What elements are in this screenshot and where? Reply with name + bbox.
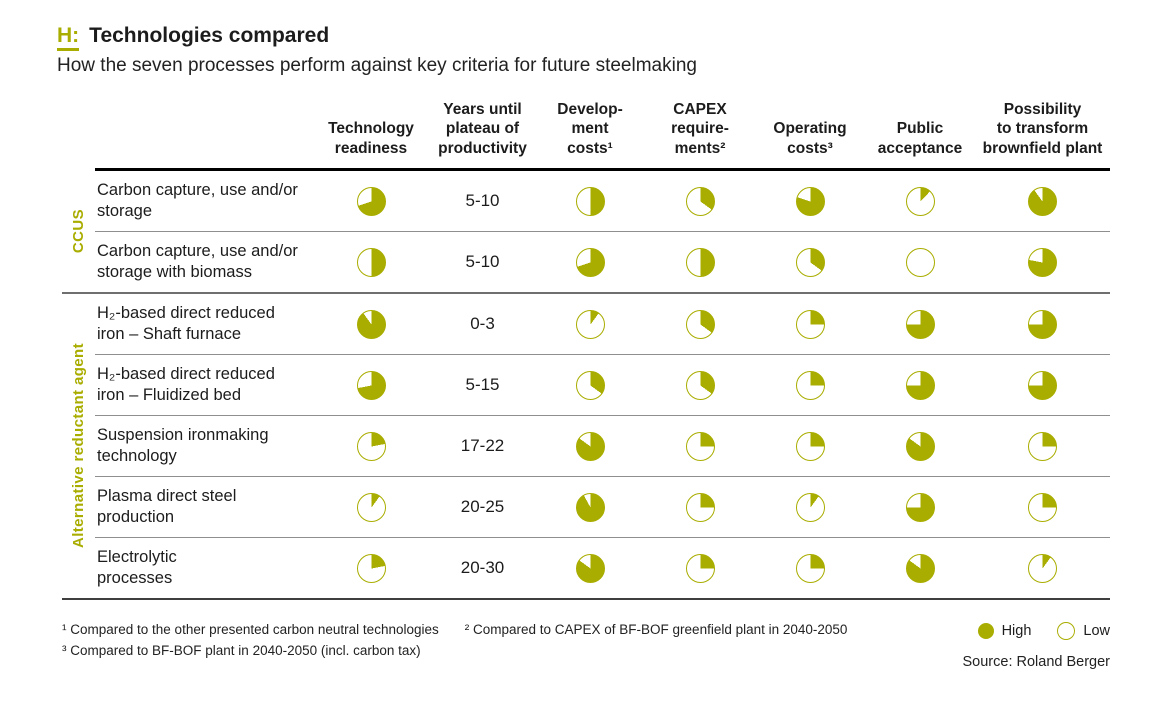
process-name: H₂-based direct reduced iron – Fluidized…	[97, 365, 275, 404]
rating-pie-dev	[575, 309, 605, 339]
years-until-plateau-value: 17-22	[460, 436, 505, 455]
rating-pie-public	[905, 553, 935, 583]
years-until-plateau-value: 0-3	[470, 314, 495, 333]
process-name: Carbon capture, use and/or storage	[97, 181, 298, 220]
rating-pie-operating	[795, 370, 825, 400]
rating-pie-capex	[685, 370, 715, 400]
rating-pie-possibility	[1028, 247, 1057, 277]
process-name: Carbon capture, use and/or storage with …	[97, 242, 298, 281]
figure-footer: ¹ Compared to the other presented carbon…	[62, 622, 1110, 670]
column-header-brownfield-transform: Possibility to transform brownfield plan…	[982, 100, 1103, 158]
high-rating-dot-icon	[977, 623, 994, 639]
table-row: Electrolytic processes 20-30	[95, 537, 1110, 598]
rating-pie-capex	[685, 186, 715, 216]
rating-pie-dev	[575, 553, 605, 583]
title-block: H: Technologies compared How the seven pr…	[0, 0, 1168, 77]
rating-pie-operating	[795, 309, 825, 339]
footnote-1: ¹ Compared to the other presented carbon…	[62, 622, 439, 637]
rating-pie-capex	[685, 247, 715, 277]
years-until-plateau-value: 20-25	[460, 497, 505, 516]
rating-pie-tech	[356, 492, 386, 522]
table-row: Plasma direct steel production 20-25	[95, 476, 1110, 537]
rating-pie-tech	[356, 431, 386, 461]
column-header-public-acceptance: Public acceptance	[877, 120, 963, 158]
rating-pie-dev	[575, 431, 605, 461]
rating-pie-capex	[685, 309, 715, 339]
group-label: Alternative reductant agent	[62, 294, 95, 598]
footnotes-block: ¹ Compared to the other presented carbon…	[62, 622, 847, 664]
column-header-operating-costs: Operating costs³	[773, 120, 847, 158]
rating-pie-operating	[795, 247, 825, 277]
rating-pie-public	[905, 247, 935, 277]
figure-tag: H:	[57, 24, 80, 51]
rating-pie-tech	[356, 247, 386, 277]
comparison-table: Technology readiness Years until plateau…	[62, 91, 1110, 600]
legend-block: High Low Source: Roland Berger	[962, 622, 1111, 670]
process-name: Plasma direct steel production	[97, 487, 237, 526]
rating-pie-capex	[685, 553, 715, 583]
figure-heading: Technologies compared	[89, 24, 330, 47]
page-title: H: Technologies compared	[57, 24, 1168, 51]
figure-subtitle: How the seven processes perform against …	[57, 55, 697, 76]
rating-pie-operating	[795, 431, 825, 461]
comparison-table-body: CCUS Carbon capture, use and/or storage 5-…	[62, 171, 1110, 600]
footnote-3: ³ Compared to BF-BOF plant in 2040-2050 …	[62, 643, 421, 658]
high-legend-label: High	[1001, 623, 1032, 639]
low-rating-dot-icon	[1057, 622, 1076, 640]
table-row: Suspension ironmaking technology 17-22	[95, 415, 1110, 476]
table-row: Carbon capture, use and/or storage 5-10	[95, 171, 1110, 231]
column-header-technology-readiness: Technology readiness	[328, 120, 414, 158]
rating-pie-capex	[685, 492, 715, 522]
years-until-plateau-value: 5-10	[465, 191, 500, 210]
table-row: H₂-based direct reduced iron – Fluidized…	[95, 354, 1110, 415]
years-until-plateau-value: 5-15	[465, 375, 500, 394]
rating-pie-possibility	[1028, 431, 1057, 461]
rating-pie-tech	[356, 186, 386, 216]
group-label: CCUS	[62, 171, 95, 292]
rating-legend: High Low	[963, 622, 1110, 640]
footnote-2: ² Compared to CAPEX of BF-BOF greenfield…	[464, 622, 848, 637]
years-until-plateau-value: 5-10	[465, 252, 500, 271]
rating-pie-possibility	[1028, 492, 1057, 522]
rating-pie-tech	[356, 309, 386, 339]
rating-pie-operating	[795, 186, 825, 216]
rating-pie-public	[905, 431, 935, 461]
rating-pie-public	[905, 186, 935, 216]
years-until-plateau-value: 20-30	[460, 558, 505, 577]
rating-pie-dev	[575, 370, 605, 400]
table-header-row: Technology readiness Years until plateau…	[95, 91, 1110, 171]
rating-pie-dev	[575, 186, 605, 216]
rating-pie-tech	[356, 553, 386, 583]
rating-pie-dev	[575, 492, 605, 522]
rating-pie-public	[905, 370, 935, 400]
rating-pie-operating	[795, 492, 825, 522]
rating-pie-tech	[356, 370, 386, 400]
column-header-years-until-plateau: Years until plateau of productivity	[438, 100, 527, 158]
technology-group: CCUS Carbon capture, use and/or storage 5-…	[62, 171, 1110, 292]
group-label-text: Alternative reductant agent	[70, 343, 87, 549]
table-row: Carbon capture, use and/or storage with …	[95, 231, 1110, 292]
rating-pie-operating	[795, 553, 825, 583]
rating-pie-possibility	[1028, 370, 1057, 400]
process-name: Suspension ironmaking technology	[97, 426, 269, 465]
rating-pie-capex	[685, 431, 715, 461]
rating-pie-possibility	[1028, 186, 1057, 216]
rating-pie-dev	[575, 247, 605, 277]
process-name: H₂-based direct reduced iron – Shaft fur…	[97, 304, 275, 343]
group-label-text: CCUS	[70, 209, 87, 254]
process-name: Electrolytic processes	[97, 548, 177, 587]
low-legend-label: Low	[1083, 623, 1110, 639]
column-header-capex-requirements: CAPEX require- ments²	[671, 100, 729, 158]
column-header-development-costs: Develop- ment costs¹	[557, 100, 623, 158]
table-row: H₂-based direct reduced iron – Shaft fur…	[95, 294, 1110, 354]
rating-pie-possibility	[1028, 553, 1057, 583]
rating-pie-public	[905, 492, 935, 522]
technology-group: Alternative reductant agent H₂-based dire…	[62, 292, 1110, 598]
rating-pie-public	[905, 309, 935, 339]
rating-pie-possibility	[1028, 309, 1057, 339]
source-credit: Source: Roland Berger	[962, 654, 1111, 670]
